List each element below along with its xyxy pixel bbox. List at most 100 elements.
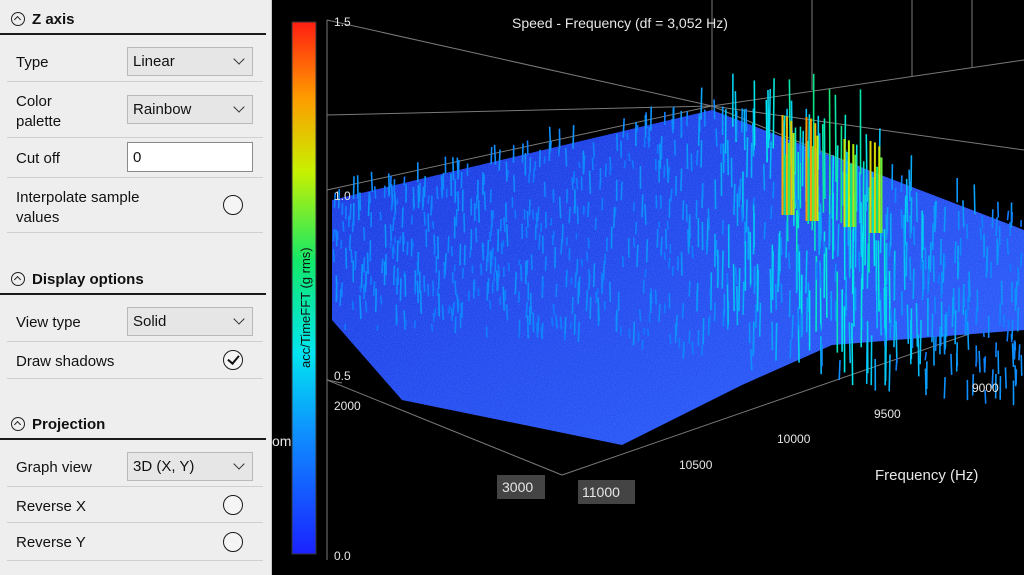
surface-spike	[474, 227, 478, 243]
surface-spike	[381, 258, 384, 274]
cutoff-row: Cut off 0	[7, 138, 263, 178]
surface-plot-svg[interactable]: acc/TimeFFT (g rms) 1.5 1.0 0.5 0.0 Spee…	[272, 0, 1024, 575]
surface-spike	[927, 268, 931, 283]
surface-spike	[700, 87, 703, 120]
type-select[interactable]: Linear	[127, 47, 253, 76]
surface-spike	[416, 280, 420, 303]
surface-spike	[991, 369, 994, 389]
surface-spike	[341, 203, 344, 215]
surface-spike	[337, 189, 341, 209]
surface-spike	[753, 266, 756, 287]
surface-spike	[791, 314, 794, 339]
reverse-x-radio[interactable]	[223, 495, 243, 515]
surface-spike	[379, 211, 382, 221]
surface-spike	[685, 204, 688, 222]
surface-spike	[370, 171, 374, 192]
surface-spike	[973, 184, 976, 215]
surface-spike	[565, 237, 569, 246]
surface-spike	[965, 314, 968, 332]
surface-spike	[601, 272, 604, 284]
z-axis-section-header[interactable]: Z axis	[0, 5, 266, 35]
surface-spike	[621, 256, 625, 268]
surface-spike	[490, 146, 493, 165]
surface-spike	[615, 133, 619, 152]
surface-spike	[399, 236, 402, 244]
cutoff-input[interactable]: 0	[127, 142, 253, 172]
surface-spike	[433, 308, 437, 317]
surface-spike	[983, 356, 987, 373]
surface-spike	[745, 199, 748, 233]
surface-spike	[924, 352, 927, 361]
surface-spike	[658, 304, 661, 322]
color-palette-select[interactable]: Rainbow	[127, 95, 253, 124]
surface-spike	[777, 248, 780, 293]
surface-spike	[893, 308, 896, 348]
surface-spike	[505, 303, 509, 321]
surface-spike	[906, 304, 910, 344]
surface-spike	[427, 195, 430, 204]
surface-spike	[788, 79, 792, 167]
surface-spike	[548, 126, 552, 150]
surface-spike	[821, 124, 825, 213]
surface-spike	[801, 130, 805, 187]
surface-spike	[734, 266, 738, 285]
surface-spike	[537, 206, 540, 222]
surface-spike	[733, 183, 736, 215]
surface-spike	[441, 304, 445, 321]
speed-tick-label: 3000	[502, 479, 533, 495]
collapse-chevron-icon[interactable]	[11, 272, 25, 286]
surface-spike	[592, 142, 596, 158]
surface-spike	[967, 280, 971, 303]
surface-spike	[903, 244, 906, 290]
surface-spike	[797, 199, 801, 218]
surface-spike	[943, 253, 946, 269]
freq-tick-highlight	[578, 480, 635, 504]
collapse-chevron-icon[interactable]	[11, 417, 25, 431]
chevron-down-icon	[233, 313, 245, 325]
surface-spike	[707, 208, 710, 230]
collapse-chevron-icon[interactable]	[11, 12, 25, 26]
surface-spike	[452, 157, 455, 181]
surface-spike	[794, 174, 797, 204]
surface-spike	[525, 301, 528, 318]
view-type-select[interactable]: Solid	[127, 307, 253, 336]
colorbar	[291, 21, 317, 555]
surface-spike	[359, 295, 362, 320]
surface-spike	[750, 348, 753, 371]
surface-spike	[909, 215, 912, 239]
surface-spike	[535, 212, 538, 228]
colorbar-label: acc/TimeFFT (g rms)	[298, 247, 313, 368]
interpolate-radio[interactable]	[223, 195, 243, 215]
surface-spike	[752, 332, 755, 357]
display-options-section-header[interactable]: Display options	[0, 265, 266, 295]
surface-spike	[924, 368, 927, 396]
surface-spike	[632, 202, 636, 212]
freq-tick-label: 10000	[777, 432, 811, 446]
surface-spike	[884, 277, 888, 332]
surface-spike	[917, 334, 920, 377]
graph-view-select[interactable]: 3D (X, Y)	[127, 452, 253, 481]
surface-spike	[1020, 252, 1023, 267]
surface-spike	[364, 300, 368, 313]
graph-view-label: Graph view	[16, 459, 92, 476]
surface-spike	[591, 157, 594, 171]
surface-spike	[1018, 344, 1021, 361]
surface-spike	[1011, 319, 1014, 340]
surface-spike	[966, 296, 970, 311]
surface-spike	[578, 161, 581, 169]
draw-shadows-checkbox[interactable]	[223, 350, 243, 370]
surface-spike	[597, 297, 600, 322]
surface-spike	[919, 319, 922, 365]
reverse-x-label: Reverse X	[16, 498, 87, 515]
surface-plot[interactable]: acc/TimeFFT (g rms) 1.5 1.0 0.5 0.0 Spee…	[272, 0, 1024, 575]
surface-spike	[477, 200, 480, 223]
projection-section-header[interactable]: Projection	[0, 410, 266, 440]
surface-spike	[905, 241, 908, 277]
surface-spike	[924, 247, 927, 270]
surface-spike	[740, 108, 744, 133]
surface-spike	[350, 248, 353, 263]
surface-spike	[663, 251, 666, 260]
reverse-y-radio[interactable]	[223, 532, 243, 552]
surface-spike	[682, 341, 685, 359]
surface-spike	[772, 181, 775, 199]
